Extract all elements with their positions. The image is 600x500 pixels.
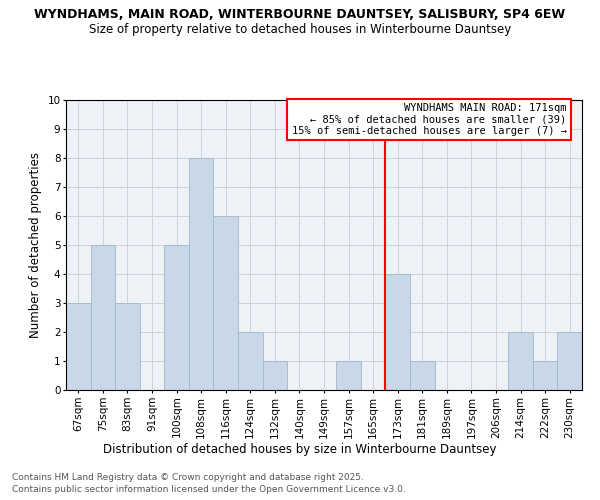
Text: Contains public sector information licensed under the Open Government Licence v3: Contains public sector information licen… <box>12 485 406 494</box>
Text: WYNDHAMS, MAIN ROAD, WINTERBOURNE DAUNTSEY, SALISBURY, SP4 6EW: WYNDHAMS, MAIN ROAD, WINTERBOURNE DAUNTS… <box>34 8 566 20</box>
Bar <box>91 245 115 390</box>
Text: WYNDHAMS MAIN ROAD: 171sqm
← 85% of detached houses are smaller (39)
15% of semi: WYNDHAMS MAIN ROAD: 171sqm ← 85% of deta… <box>292 103 566 136</box>
Bar <box>214 216 238 390</box>
Bar <box>115 303 140 390</box>
Bar <box>410 361 434 390</box>
Bar <box>385 274 410 390</box>
Text: Distribution of detached houses by size in Winterbourne Dauntsey: Distribution of detached houses by size … <box>103 442 497 456</box>
Bar <box>263 361 287 390</box>
Bar <box>336 361 361 390</box>
Bar <box>66 303 91 390</box>
Y-axis label: Number of detached properties: Number of detached properties <box>29 152 42 338</box>
Text: Contains HM Land Registry data © Crown copyright and database right 2025.: Contains HM Land Registry data © Crown c… <box>12 472 364 482</box>
Bar <box>557 332 582 390</box>
Bar <box>238 332 263 390</box>
Bar <box>189 158 214 390</box>
Bar <box>508 332 533 390</box>
Text: Size of property relative to detached houses in Winterbourne Dauntsey: Size of property relative to detached ho… <box>89 22 511 36</box>
Bar <box>164 245 189 390</box>
Bar <box>533 361 557 390</box>
